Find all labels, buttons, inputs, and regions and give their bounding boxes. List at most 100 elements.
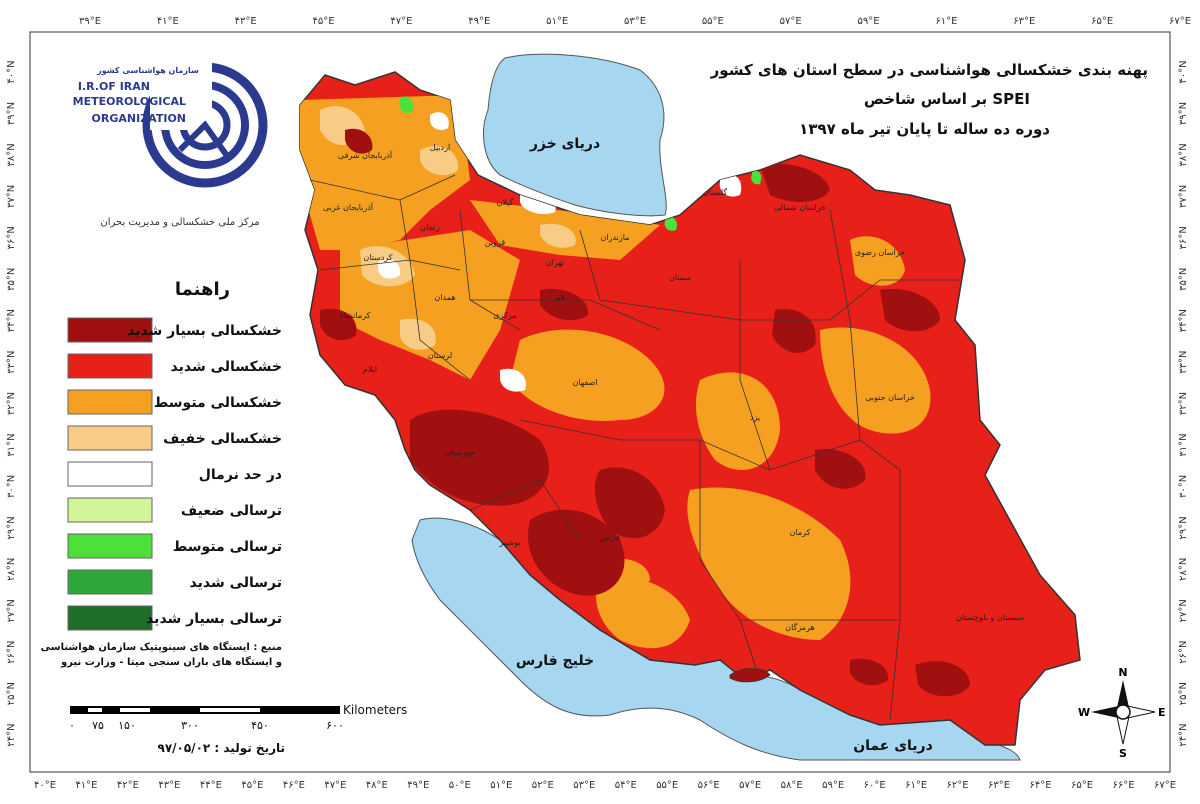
tick-top-label: ۶۳°E — [1013, 16, 1035, 27]
legend-swatch — [67, 569, 153, 595]
tick-top-label: ۵۱°E — [546, 16, 568, 27]
tick-left-label: ۲۴°N — [6, 723, 17, 746]
tick-bottom-label: ۵۱°E — [490, 780, 512, 791]
scale-tick-label: ۷۵ — [92, 719, 104, 732]
legend-label: ترسالی متوسط — [173, 539, 282, 555]
zone-normal-4 — [719, 173, 742, 197]
tick-top-label: ۵۳°E — [624, 16, 646, 27]
zone-very-severe-kermanshah — [320, 308, 357, 341]
scale-tick-label: ۰ — [69, 719, 75, 732]
tick-bottom-label: ۵۳°E — [573, 780, 595, 791]
legend-swatch — [67, 605, 153, 631]
tick-bottom-label: ۵۴°E — [615, 780, 637, 791]
zone-very-severe-azerbaijan — [345, 128, 373, 154]
label-hormozgan: هرمزگان — [785, 622, 814, 632]
tick-bottom-label: ۶۵°E — [1071, 780, 1093, 791]
scale-bar: Kilometers ۰ ۷۵ ۱۵۰ ۳۰۰ ۴۵۰ ۶۰۰ — [69, 703, 407, 732]
tick-left-label: ۲۵°N — [6, 682, 17, 705]
tick-right-label: ۳۷°N — [1178, 185, 1189, 208]
logo-bolt-icon — [177, 120, 233, 162]
tick-right-label: ۲۵°N — [1178, 682, 1189, 705]
legend-label: خشکسالی بسیار شدید — [127, 323, 282, 339]
scale-tick-label: ۱۵۰ — [118, 719, 136, 732]
label-isfahan: اصفهان — [572, 378, 597, 387]
legend-label: خشکسالی شدید — [171, 359, 282, 375]
tick-bottom-label: ۵۸°E — [781, 780, 803, 791]
scale-tick-label: ۴۵۰ — [251, 719, 269, 732]
logo-line-3: ORGANIZATION — [92, 112, 186, 125]
caspian-sea-label: دریای خزر — [529, 136, 600, 152]
legend-item: خشکسالی خفیف — [67, 425, 282, 451]
tick-top-label: ۴۱°E — [157, 16, 179, 27]
tick-left-label: ۳۷°N — [6, 185, 17, 208]
label-khorasan-razavi: خراسان رضوی — [855, 248, 905, 257]
label-west-azerbaijan: آذربایجان غربی — [323, 202, 374, 212]
legend-swatch — [67, 497, 153, 523]
tick-left-label: ۳۲°N — [6, 392, 17, 415]
zone-moderate-razavi — [850, 236, 905, 286]
tick-left-label: ۲۹°N — [6, 516, 17, 539]
tick-right-label: ۲۹°N — [1178, 516, 1189, 539]
label-bushehr: بوشهر — [498, 538, 520, 547]
zone-wet-2 — [664, 216, 678, 231]
label-qom: قم — [555, 293, 564, 302]
tick-top-label: ۶۱°E — [935, 16, 957, 27]
zone-moderate-fars-south — [596, 577, 690, 649]
border-5 — [409, 259, 471, 381]
label-khorasan-shomali: خراسان شمالی — [774, 203, 826, 212]
tick-top-label: ۶۷°E — [1169, 16, 1191, 27]
zone-mild-4 — [540, 223, 576, 248]
tick-left-label: ۳۱°N — [6, 433, 17, 456]
label-mazandaran: مازندران — [601, 233, 630, 242]
tick-bottom-label: ۴۶°E — [283, 780, 305, 791]
title-line-1: پهنه بندی خشکسالی هواشناسی در سطح استان … — [710, 61, 1148, 80]
zone-mild-3 — [420, 146, 459, 176]
zone-moderate-kerman — [687, 487, 851, 640]
label-ardabil: اردبیل — [430, 143, 450, 152]
border-8 — [739, 260, 771, 471]
tick-bottom-label: ۴۴°E — [200, 780, 222, 791]
tick-left-label: ۳۹°N — [6, 102, 17, 125]
tick-top-label: ۵۹°E — [858, 16, 880, 27]
label-tehran: تهران — [546, 258, 564, 267]
tick-bottom-label: ۵۲°E — [532, 780, 554, 791]
graticule-top-labels: ۳۹°E ۴۱°E ۴۳°E ۴۵°E ۴۷°E ۴۹°E ۵۱°E ۵۳°E ۵۵°E ۵۷°E… — [79, 16, 1191, 27]
border-12 — [699, 440, 761, 681]
label-khuzestan: خوزستان — [445, 448, 475, 457]
logo-line-2: METEOROLOGICAL — [73, 95, 186, 108]
legend-swatch — [67, 317, 153, 343]
label-fars: فارس — [600, 533, 620, 542]
label-kerman: کرمان — [790, 528, 811, 537]
tick-bottom-label: ۶۴°E — [1030, 780, 1052, 791]
compass-center — [1115, 704, 1131, 720]
province-labels: آذربایجان شرقی آذربایجان غربی اردبیل گیل… — [323, 143, 1024, 632]
tick-left-label: ۳۳°N — [6, 350, 17, 373]
legend-swatch — [67, 461, 153, 487]
scale-bar-seg-2 — [120, 708, 150, 712]
border-3 — [319, 259, 411, 271]
label-semnan: سمنان — [669, 273, 691, 282]
label-qazvin: قزوین — [485, 238, 506, 247]
border-7 — [579, 229, 601, 301]
tick-right-label: ۲۷°N — [1178, 599, 1189, 622]
tick-right-label: ۳۶°N — [1178, 226, 1189, 249]
tick-right-label: ۴۰°N — [1178, 60, 1189, 83]
zone-very-severe-south — [850, 658, 889, 686]
label-kermanshah: کرمانشاه — [340, 311, 371, 320]
compass-west-point — [1091, 705, 1123, 719]
label-lorestan: لرستان — [428, 351, 452, 360]
tick-bottom-label: ۵۰°E — [449, 780, 471, 791]
scale-bar-seg-1 — [88, 708, 102, 712]
tick-right-label: ۳۲°N — [1178, 392, 1189, 415]
province-borders — [309, 174, 960, 721]
zone-normal-2 — [430, 112, 449, 131]
tick-right-label: ۳۹°N — [1178, 102, 1189, 125]
tick-bottom-label: ۴۲°E — [117, 780, 139, 791]
logo-cutout — [150, 60, 212, 130]
tick-left-label: ۳۴°N — [6, 309, 17, 332]
border-14 — [469, 479, 581, 541]
tick-bottom-label: ۶۷°E — [1154, 780, 1176, 791]
tick-right-label: ۳۳°N — [1178, 350, 1189, 373]
tick-bottom-label: ۵۶°E — [698, 780, 720, 791]
